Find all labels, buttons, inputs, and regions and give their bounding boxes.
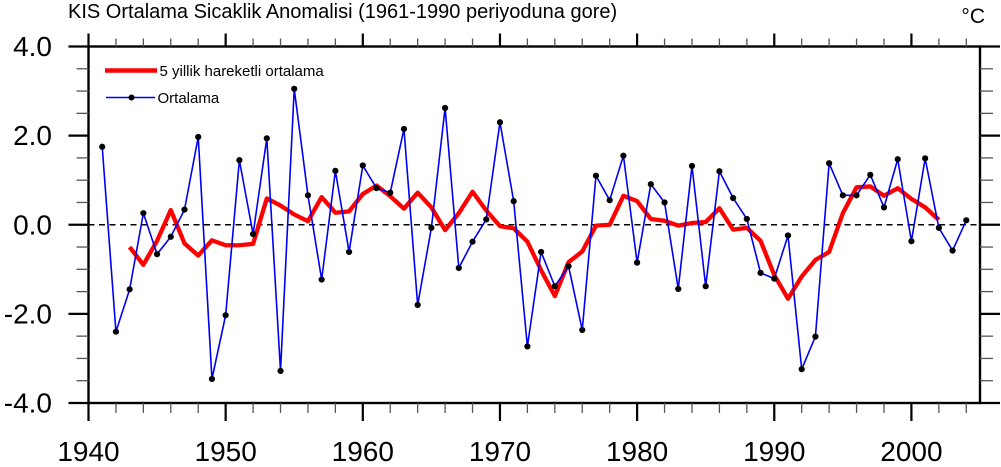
data-point-marker xyxy=(853,192,860,199)
y-tick-label: 0.0 xyxy=(13,209,52,240)
x-tick-label: 1950 xyxy=(195,436,257,467)
data-point-marker xyxy=(469,238,476,245)
data-point-marker xyxy=(167,233,174,240)
data-point-marker xyxy=(277,367,284,375)
data-point-marker xyxy=(839,192,846,199)
data-point-marker xyxy=(195,133,202,141)
data-point-marker xyxy=(922,155,929,162)
chart-title: KIS Ortalama Sicaklik Anomalisi (1961-19… xyxy=(68,1,617,23)
moving-average-line xyxy=(127,183,941,301)
y-tick-label: 4.0 xyxy=(13,31,52,62)
x-tick-label: 1980 xyxy=(606,436,668,467)
data-point-marker xyxy=(730,194,737,202)
data-point-marker xyxy=(798,366,805,373)
data-point-marker xyxy=(373,185,380,192)
data-point-marker xyxy=(743,215,750,223)
data-point-marker xyxy=(112,328,120,335)
legend-moving-avg-label: 5 yillik hareketli ortalama xyxy=(160,63,325,80)
data-point-marker xyxy=(784,232,792,239)
data-point-marker xyxy=(867,171,874,178)
data-point-marker xyxy=(428,224,435,231)
data-point-marker xyxy=(894,156,901,163)
y-tick-label: -2.0 xyxy=(4,298,52,329)
data-point-marker xyxy=(345,248,353,256)
legend-series-marker-swatch xyxy=(128,94,135,101)
data-point-marker xyxy=(222,312,229,319)
unit-label: °C xyxy=(961,5,985,28)
data-point-marker xyxy=(634,259,641,266)
data-point-marker xyxy=(332,167,339,174)
data-point-marker xyxy=(387,189,394,196)
data-point-marker xyxy=(538,248,545,256)
data-point-marker xyxy=(359,162,366,169)
data-point-marker xyxy=(455,264,462,272)
data-point-marker xyxy=(812,333,819,340)
legend: 5 yillik hareketli ortalama Ortalama xyxy=(105,63,324,107)
x-tick-label: 2000 xyxy=(880,436,942,467)
x-tick-label: 1960 xyxy=(332,436,394,467)
data-point-marker xyxy=(826,160,833,167)
data-point-marker xyxy=(935,224,942,231)
data-point-marker xyxy=(140,210,147,217)
data-point-marker xyxy=(661,199,668,206)
data-point-marker xyxy=(880,204,888,211)
data-point-marker xyxy=(757,269,764,276)
data-point-marker xyxy=(592,172,600,179)
data-point-marker xyxy=(291,85,298,92)
y-tick-label: -4.0 xyxy=(4,388,52,419)
data-point-marker xyxy=(675,285,682,293)
data-point-marker xyxy=(318,276,325,283)
data-point-marker xyxy=(565,263,572,270)
data-point-marker xyxy=(153,251,161,258)
data-point-marker xyxy=(99,143,106,150)
data-point-marker xyxy=(483,216,490,223)
data-point-marker xyxy=(771,275,778,282)
data-point-marker xyxy=(963,217,970,224)
data-point-marker xyxy=(249,231,257,238)
x-tick-label: 1970 xyxy=(469,436,531,467)
data-point-marker xyxy=(949,247,956,254)
y-tick-label: 2.0 xyxy=(13,120,52,151)
data-point-marker xyxy=(524,343,531,350)
annual-series-line xyxy=(101,88,968,380)
data-point-marker xyxy=(181,206,188,213)
data-point-marker xyxy=(551,283,558,290)
data-point-marker xyxy=(400,125,408,133)
x-tick-label: 1990 xyxy=(743,436,805,467)
legend-series-label: Ortalama xyxy=(158,90,220,107)
data-point-marker xyxy=(702,283,709,290)
axes: 1940 1950 1960 1970 1980 1990 2000 -4.0 -2.0 0.0 2… xyxy=(4,31,1000,467)
data-point-marker xyxy=(579,326,586,334)
data-point-marker xyxy=(236,157,243,164)
data-point-marker xyxy=(414,301,421,309)
data-point-marker xyxy=(620,152,627,159)
data-point-marker xyxy=(126,286,133,293)
data-point-marker xyxy=(442,104,449,112)
data-point-marker xyxy=(510,198,517,205)
data-point-marker xyxy=(908,238,915,245)
data-point-marker xyxy=(647,181,654,188)
data-point-marker xyxy=(208,375,216,383)
data-point-marker xyxy=(688,162,696,170)
data-point-marker xyxy=(496,119,504,126)
data-point-marker xyxy=(606,197,613,204)
data-point-marker xyxy=(263,135,270,142)
x-tick-label: 1940 xyxy=(57,436,119,467)
data-point-marker xyxy=(716,168,723,175)
data-point-marker xyxy=(304,192,312,199)
series-layer xyxy=(99,85,970,383)
